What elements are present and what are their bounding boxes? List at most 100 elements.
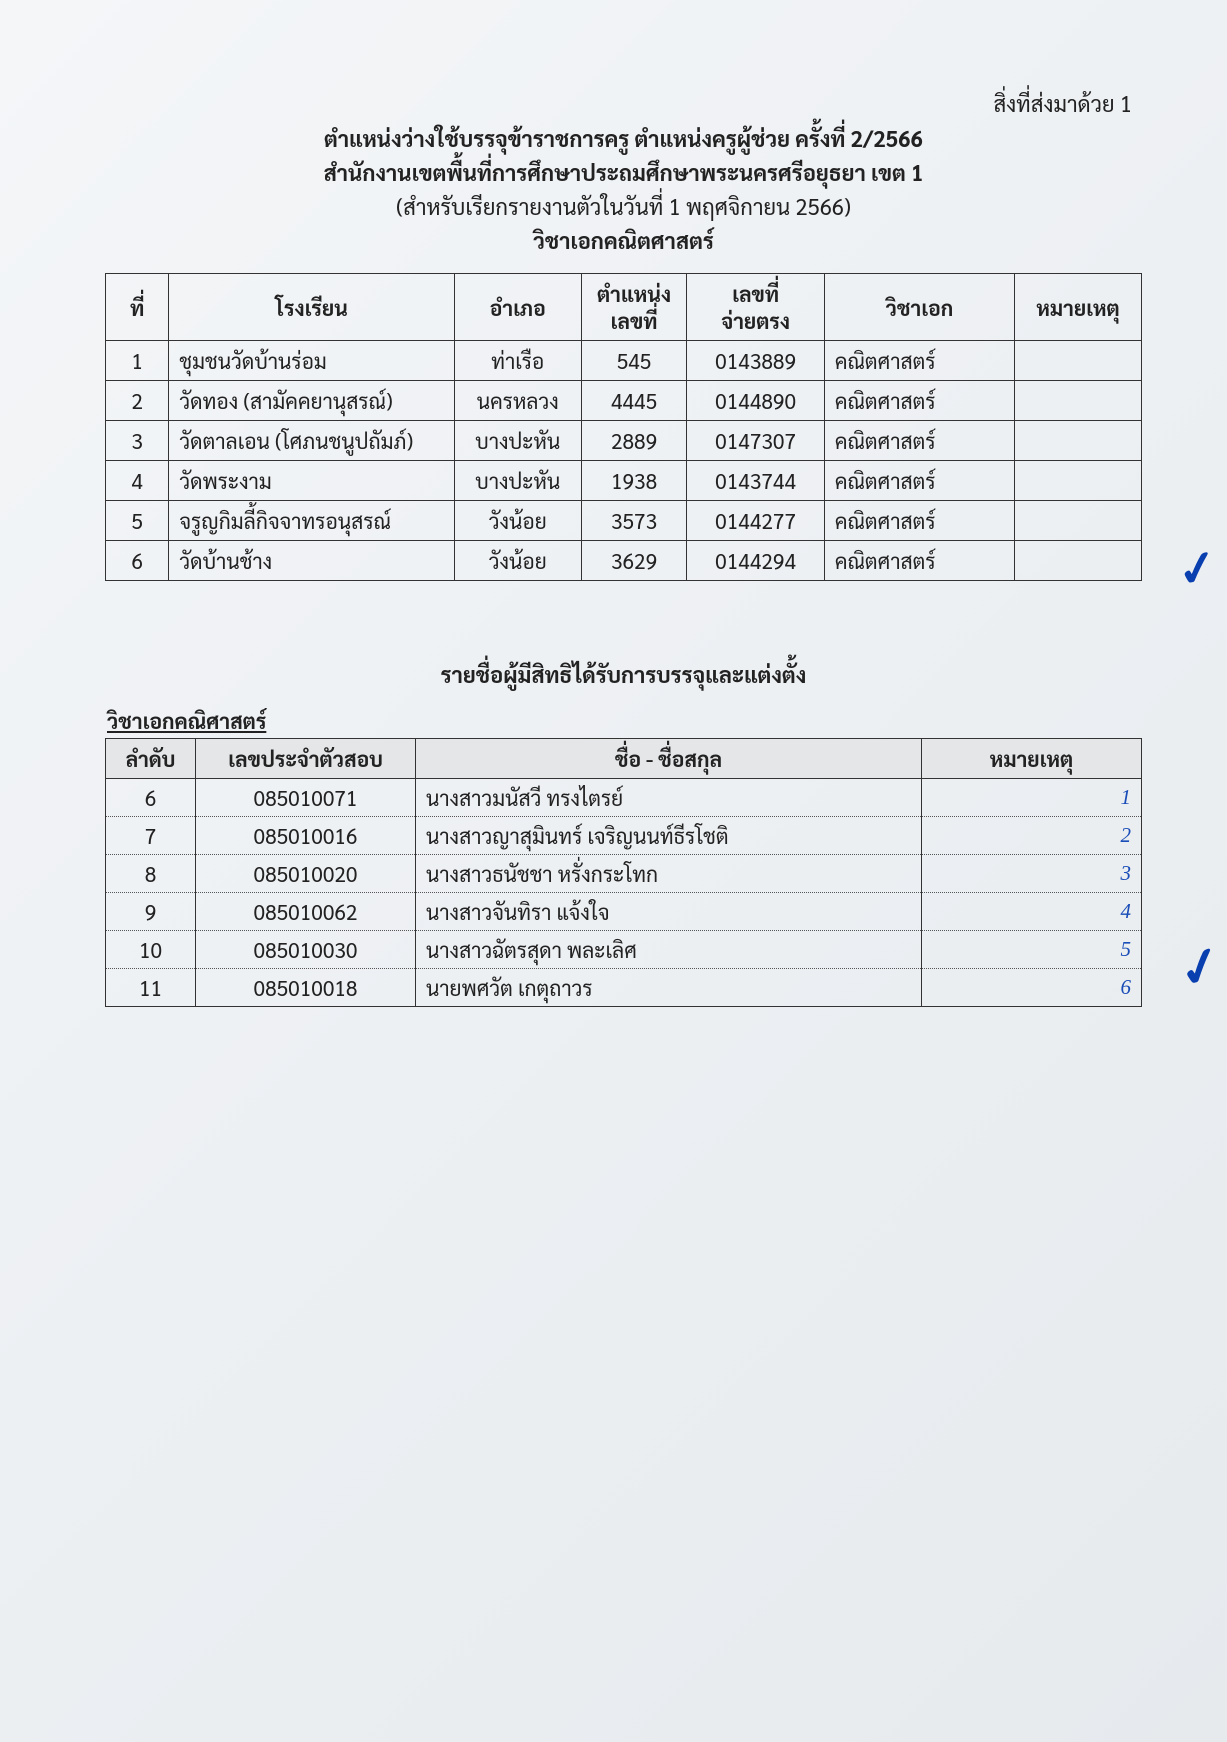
table-row: 10085010030นางสาวฉัตรสุดา พละเลิศ5 bbox=[106, 931, 1142, 969]
col-subject: วิชาเอก bbox=[824, 274, 1014, 341]
table-cell: 0144277 bbox=[687, 501, 824, 541]
table-cell: จรูญกิมลี้กิจจาทรอนุสรณ์ bbox=[169, 501, 454, 541]
table-cell: 6 bbox=[106, 541, 169, 581]
handwritten-note: 4 bbox=[922, 893, 1142, 931]
table-cell: คณิตศาสตร์ bbox=[824, 541, 1014, 581]
col-payno: เลขที่จ่ายตรง bbox=[687, 274, 824, 341]
table-cell: 5 bbox=[106, 501, 169, 541]
table-cell: ท่าเรือ bbox=[454, 341, 581, 381]
table-row: 3วัดตาลเอน (โศภนชนูปถัมภ์)บางปะหัน288901… bbox=[106, 421, 1142, 461]
table-cell: วังน้อย bbox=[454, 501, 581, 541]
handwritten-mark-icon: ✓ bbox=[1170, 926, 1227, 1003]
col-district: อำเภอ bbox=[454, 274, 581, 341]
table-cell: 085010030 bbox=[196, 931, 416, 969]
attachment-label: สิ่งที่ส่งมาด้วย 1 bbox=[994, 90, 1132, 118]
col-examid: เลขประจำตัวสอบ bbox=[196, 739, 416, 779]
col-order: ลำดับ bbox=[106, 739, 196, 779]
table-row: 6085010071นางสาวมนัสวี ทรงไตรย์1 bbox=[106, 779, 1142, 817]
table-cell: 085010071 bbox=[196, 779, 416, 817]
table-row: 11085010018นายพศวัต เกตุถาวร6 bbox=[106, 969, 1142, 1007]
handwritten-note: 1 bbox=[922, 779, 1142, 817]
col-school: โรงเรียน bbox=[169, 274, 454, 341]
table-cell: วัดตาลเอน (โศภนชนูปถัมภ์) bbox=[169, 421, 454, 461]
table-cell: 11 bbox=[106, 969, 196, 1007]
table-cell: 1938 bbox=[581, 461, 687, 501]
col-number: ที่ bbox=[106, 274, 169, 341]
table-cell: 3629 bbox=[581, 541, 687, 581]
table-cell: 8 bbox=[106, 855, 196, 893]
table-cell: นางสาวฉัตรสุดา พละเลิศ bbox=[416, 931, 922, 969]
candidate-list-title: รายชื่อผู้มีสิทธิได้รับการบรรจุและแต่งตั… bbox=[105, 661, 1142, 689]
table-cell: 9 bbox=[106, 893, 196, 931]
table-cell: บางปะหัน bbox=[454, 421, 581, 461]
table-cell: 2 bbox=[106, 381, 169, 421]
handwritten-note: 2 bbox=[922, 817, 1142, 855]
table-cell: 7 bbox=[106, 817, 196, 855]
table-cell: 10 bbox=[106, 931, 196, 969]
table-cell bbox=[1015, 381, 1142, 421]
table-cell: 085010018 bbox=[196, 969, 416, 1007]
handwritten-note: 6 bbox=[922, 969, 1142, 1007]
table-cell: บางปะหัน bbox=[454, 461, 581, 501]
table-cell: 0147307 bbox=[687, 421, 824, 461]
table-cell: คณิตศาสตร์ bbox=[824, 381, 1014, 421]
handwritten-note: 5 bbox=[922, 931, 1142, 969]
table-cell: นายพศวัต เกตุถาวร bbox=[416, 969, 922, 1007]
table-cell: 085010020 bbox=[196, 855, 416, 893]
table-cell bbox=[1015, 341, 1142, 381]
table-cell: นางสาวมนัสวี ทรงไตรย์ bbox=[416, 779, 922, 817]
table-cell: นางสาวจันทิรา แจ้งใจ bbox=[416, 893, 922, 931]
table-cell: 3 bbox=[106, 421, 169, 461]
table-cell bbox=[1015, 461, 1142, 501]
table-row: 5จรูญกิมลี้กิจจาทรอนุสรณ์วังน้อย35730144… bbox=[106, 501, 1142, 541]
handwritten-note: 3 bbox=[922, 855, 1142, 893]
table-row: 2วัดทอง (สามัคคยานุสรณ์)นครหลวง444501448… bbox=[106, 381, 1142, 421]
document-header: ตำแหน่งว่างใช้บรรจุข้าราชการครู ตำแหน่งค… bbox=[105, 125, 1142, 255]
table-header-row: ลำดับ เลขประจำตัวสอบ ชื่อ - ชื่อสกุล หมา… bbox=[106, 739, 1142, 779]
col-name: ชื่อ - ชื่อสกุล bbox=[416, 739, 922, 779]
table-cell: 4 bbox=[106, 461, 169, 501]
table-cell: 0143744 bbox=[687, 461, 824, 501]
col-remark: หมายเหตุ bbox=[922, 739, 1142, 779]
table-cell: 3573 bbox=[581, 501, 687, 541]
candidate-subject-label: วิชาเอกคณิศาสตร์ bbox=[107, 707, 1142, 734]
col-position: ตำแหน่งเลขที่ bbox=[581, 274, 687, 341]
table-row: 7085010016นางสาวญาสุมินทร์ เจริญนนท์ธีรโ… bbox=[106, 817, 1142, 855]
table-cell: 6 bbox=[106, 779, 196, 817]
table-cell: 085010062 bbox=[196, 893, 416, 931]
table-cell: วัดบ้านช้าง bbox=[169, 541, 454, 581]
table-cell: คณิตศาสตร์ bbox=[824, 341, 1014, 381]
table-cell: 085010016 bbox=[196, 817, 416, 855]
table-header-row: ที่ โรงเรียน อำเภอ ตำแหน่งเลขที่ เลขที่จ… bbox=[106, 274, 1142, 341]
table-cell bbox=[1015, 501, 1142, 541]
table-cell: นครหลวง bbox=[454, 381, 581, 421]
header-line-2: สำนักงานเขตพื้นที่การศึกษาประถมศึกษาพระน… bbox=[105, 159, 1142, 187]
table-cell: คณิตศาสตร์ bbox=[824, 461, 1014, 501]
table-cell: คณิตศาสตร์ bbox=[824, 501, 1014, 541]
candidate-table: ลำดับ เลขประจำตัวสอบ ชื่อ - ชื่อสกุล หมา… bbox=[105, 738, 1142, 1007]
table-cell: ชุมชนวัดบ้านร่อม bbox=[169, 341, 454, 381]
document-page: สิ่งที่ส่งมาด้วย 1 ตำแหน่งว่างใช้บรรจุข้… bbox=[0, 0, 1227, 1742]
handwritten-mark-icon: ✓ bbox=[1172, 532, 1222, 600]
table-cell: วังน้อย bbox=[454, 541, 581, 581]
table-cell bbox=[1015, 541, 1142, 581]
table-cell: 2889 bbox=[581, 421, 687, 461]
table-cell: 545 bbox=[581, 341, 687, 381]
table-cell bbox=[1015, 421, 1142, 461]
table-cell: วัดพระงาม bbox=[169, 461, 454, 501]
table-cell: 0143889 bbox=[687, 341, 824, 381]
table-row: 9085010062นางสาวจันทิรา แจ้งใจ4 bbox=[106, 893, 1142, 931]
table-row: 6วัดบ้านช้างวังน้อย36290144294คณิตศาสตร์ bbox=[106, 541, 1142, 581]
table-cell: นางสาวธนัชชา หรั่งกระโทก bbox=[416, 855, 922, 893]
table-cell: 1 bbox=[106, 341, 169, 381]
table-cell: นางสาวญาสุมินทร์ เจริญนนท์ธีรโชติ bbox=[416, 817, 922, 855]
table-row: 1ชุมชนวัดบ้านร่อมท่าเรือ5450143889คณิตศา… bbox=[106, 341, 1142, 381]
header-line-3: (สำหรับเรียกรายงานตัวในวันที่ 1 พฤศจิกาย… bbox=[105, 193, 1142, 221]
header-line-1: ตำแหน่งว่างใช้บรรจุข้าราชการครู ตำแหน่งค… bbox=[105, 125, 1142, 153]
header-line-4: วิชาเอกคณิตศาสตร์ bbox=[105, 227, 1142, 255]
table-cell: 0144890 bbox=[687, 381, 824, 421]
table-cell: 0144294 bbox=[687, 541, 824, 581]
table-cell: 4445 bbox=[581, 381, 687, 421]
table-cell: วัดทอง (สามัคคยานุสรณ์) bbox=[169, 381, 454, 421]
table-row: 4วัดพระงามบางปะหัน19380143744คณิตศาสตร์ bbox=[106, 461, 1142, 501]
